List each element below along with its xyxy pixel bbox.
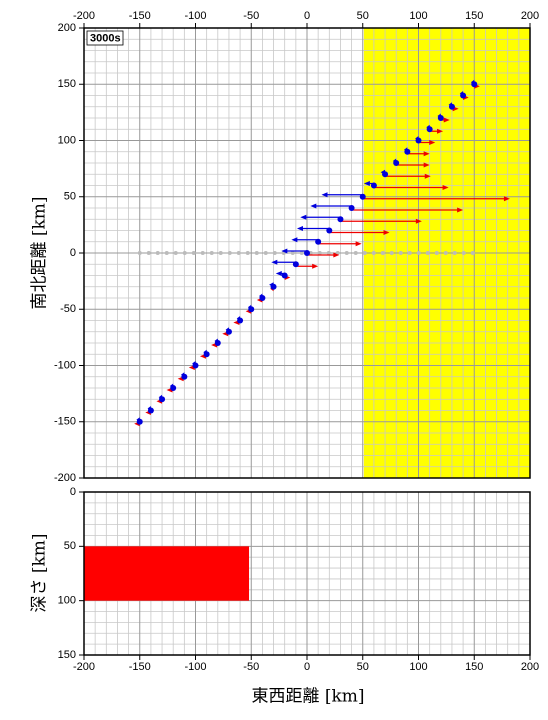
x-tick-label: 200 bbox=[521, 661, 539, 673]
point bbox=[426, 126, 433, 133]
y-tick-label: -150 bbox=[54, 416, 76, 428]
arrow-head bbox=[310, 203, 317, 209]
point bbox=[237, 317, 244, 324]
point bbox=[159, 396, 166, 403]
point bbox=[382, 171, 389, 178]
arrow-head bbox=[296, 226, 303, 231]
arrow-head bbox=[333, 252, 340, 258]
point bbox=[437, 115, 444, 121]
y-tick-label: 150 bbox=[58, 649, 76, 661]
label-box bbox=[86, 30, 124, 46]
arrow-head bbox=[457, 207, 464, 213]
depth-axis-label: 深さ [km] bbox=[30, 533, 50, 612]
point bbox=[192, 362, 199, 369]
y-tick-label: -200 bbox=[54, 472, 76, 484]
point bbox=[248, 306, 255, 313]
x-tick-label: -100 bbox=[184, 10, 206, 22]
y-tick-label: 200 bbox=[58, 22, 76, 34]
y-tick-label: 0 bbox=[70, 486, 76, 498]
arrow-head bbox=[415, 218, 422, 224]
x-tick-label: 100 bbox=[409, 661, 427, 673]
point bbox=[270, 283, 277, 290]
point bbox=[393, 160, 400, 166]
x-tick-label: 150 bbox=[465, 10, 483, 22]
point bbox=[170, 385, 177, 391]
y-tick-label: -100 bbox=[54, 359, 76, 371]
point bbox=[370, 182, 377, 189]
arrow-head bbox=[423, 162, 430, 168]
y-tick-label: 100 bbox=[58, 595, 76, 607]
arrow-head bbox=[271, 259, 278, 265]
x-tick-label: -150 bbox=[129, 10, 151, 22]
x-tick-label: 0 bbox=[304, 10, 310, 22]
x-tick-label: 50 bbox=[357, 10, 369, 22]
y-tick-label: 0 bbox=[70, 247, 76, 259]
x-tick-label: -200 bbox=[73, 661, 95, 673]
point bbox=[460, 92, 467, 99]
x-axis-label: 東西距離 [km] bbox=[251, 687, 364, 707]
arrow-head bbox=[429, 140, 436, 145]
arrow-head bbox=[503, 196, 510, 202]
point bbox=[326, 227, 333, 234]
point bbox=[147, 407, 154, 414]
point bbox=[471, 81, 478, 88]
point bbox=[292, 261, 299, 268]
x-tick-label: -50 bbox=[243, 10, 259, 22]
x-tick-label: -50 bbox=[243, 661, 259, 673]
arrow-head bbox=[437, 128, 444, 134]
point bbox=[136, 418, 143, 425]
arrow-head bbox=[321, 192, 328, 198]
arrow-head bbox=[281, 248, 288, 254]
point bbox=[181, 373, 188, 380]
point bbox=[448, 103, 455, 110]
arrow-head bbox=[312, 263, 319, 269]
arrow-head bbox=[300, 214, 307, 220]
point bbox=[337, 216, 344, 223]
x-tick-label: 150 bbox=[465, 661, 483, 673]
x-tick-label: -200 bbox=[73, 10, 95, 22]
point bbox=[304, 250, 310, 256]
point bbox=[404, 148, 411, 155]
x-tick-label: 100 bbox=[409, 10, 427, 22]
y-tick-label: 50 bbox=[64, 191, 76, 203]
point bbox=[315, 238, 322, 245]
x-tick-label: 50 bbox=[357, 661, 369, 673]
arrow-head bbox=[355, 241, 362, 247]
x-tick-label: -100 bbox=[184, 661, 206, 673]
y-tick-label: 50 bbox=[64, 540, 76, 552]
y-axis-label: 南北距離 [km] bbox=[30, 196, 50, 309]
x-tick-label: -150 bbox=[129, 661, 151, 673]
arrow-head bbox=[423, 151, 430, 157]
arrow-head bbox=[383, 230, 390, 235]
point bbox=[359, 193, 366, 200]
point bbox=[415, 137, 422, 144]
point bbox=[225, 328, 232, 335]
fault bbox=[84, 546, 250, 601]
x-tick-label: 0 bbox=[304, 661, 310, 673]
arrow-head bbox=[363, 181, 370, 186]
arrow-head bbox=[442, 185, 449, 190]
arrow-head bbox=[443, 117, 450, 123]
y-tick-label: -50 bbox=[60, 303, 76, 315]
point bbox=[259, 295, 266, 301]
point bbox=[348, 205, 355, 211]
x-tick-label: 200 bbox=[521, 10, 539, 22]
arrow-head bbox=[424, 173, 431, 179]
point bbox=[203, 351, 210, 358]
time-label: 3000s bbox=[90, 32, 121, 44]
point bbox=[281, 272, 288, 279]
point bbox=[214, 340, 221, 346]
arrow-head bbox=[275, 271, 282, 276]
arrow-head bbox=[291, 237, 298, 243]
y-tick-label: 150 bbox=[58, 78, 76, 90]
y-tick-label: 100 bbox=[58, 134, 76, 146]
